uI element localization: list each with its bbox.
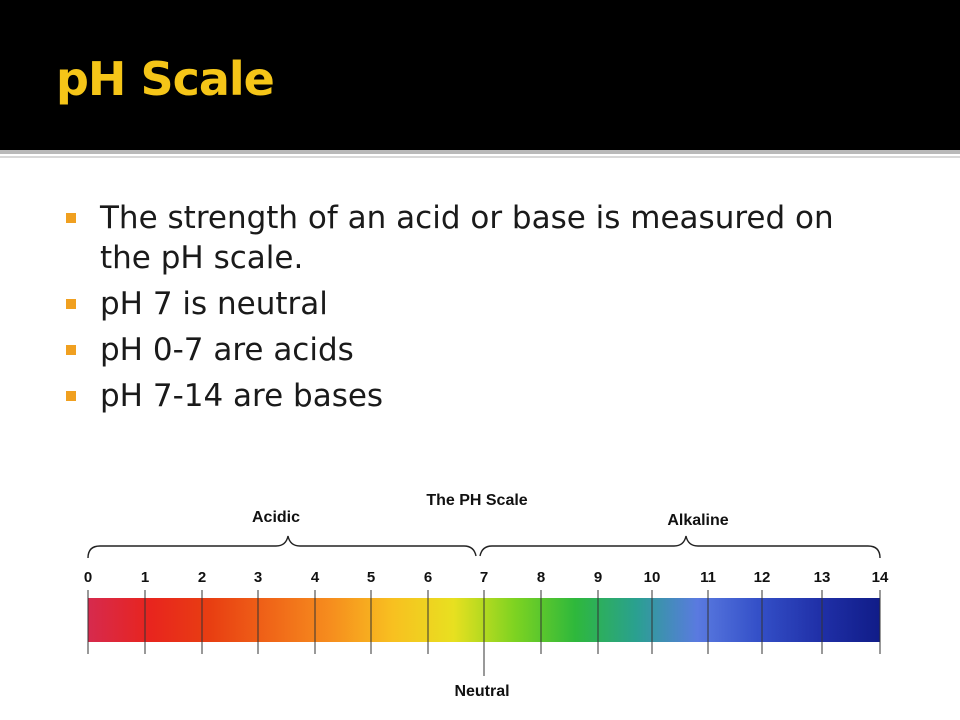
tick-label: 4 [311,569,320,586]
square-bullet-icon [66,299,76,309]
alkaline-label: Alkaline [667,512,728,529]
tick-label: 3 [254,569,262,586]
bullet-list: The strength of an acid or base is measu… [64,198,894,422]
acidic-brace [87,535,477,559]
bullet-item: pH 0-7 are acids [64,330,894,370]
tick-label: 9 [594,569,602,586]
tick-label: 8 [537,569,545,586]
title-divider-secondary [0,156,960,158]
bullet-text: pH 7 is neutral [100,286,328,322]
tick-label: 10 [644,569,661,586]
bullet-text: pH 7-14 are bases [100,378,384,414]
tick-label: 7 [480,569,488,586]
bullet-text: pH 0-7 are acids [100,332,354,368]
square-bullet-icon [66,345,76,355]
tick-lines [87,590,881,676]
title-divider [0,150,960,154]
neutral-label: Neutral [454,683,509,700]
bullet-item: pH 7-14 are bases [64,376,894,416]
tick-label: 11 [700,569,716,586]
tick-label: 13 [814,569,831,586]
tick-label: 12 [754,569,771,586]
bullet-text: The strength of an acid or base is measu… [100,200,834,276]
tick-label: 0 [84,569,92,586]
alkaline-brace [479,535,881,559]
bullet-item: pH 7 is neutral [64,284,894,324]
tick-label: 5 [367,569,375,586]
square-bullet-icon [66,213,76,223]
bullet-item: The strength of an acid or base is measu… [64,198,894,278]
tick-labels: 0 1 2 3 4 5 6 7 8 9 10 11 12 13 14 [84,569,889,586]
tick-label: 1 [141,569,149,586]
tick-label: 2 [198,569,206,586]
title-bar: pH Scale [0,0,960,150]
slide-title: pH Scale [56,52,275,106]
tick-label: 14 [872,569,889,586]
diagram-title: The PH Scale [426,492,527,509]
square-bullet-icon [66,391,76,401]
tick-label: 6 [424,569,432,586]
acidic-label: Acidic [252,509,300,526]
